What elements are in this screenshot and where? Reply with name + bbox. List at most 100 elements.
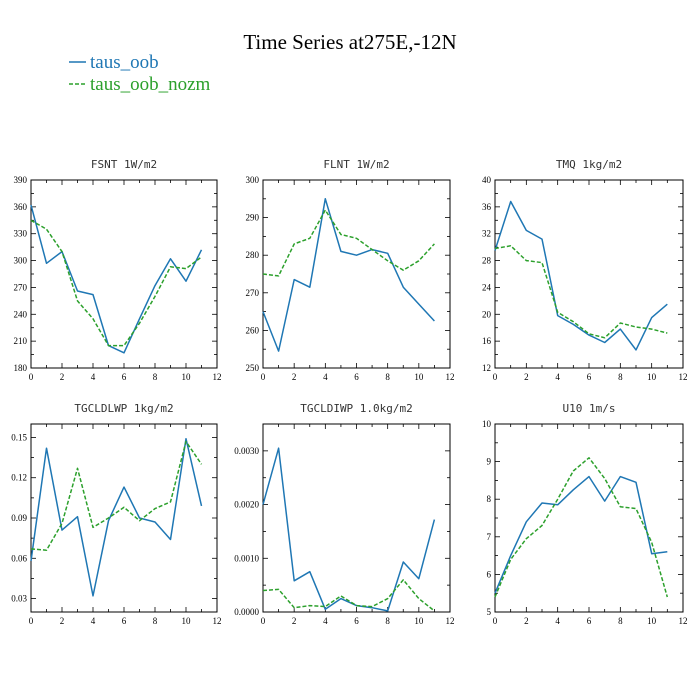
x-tick-label: 6	[122, 372, 127, 382]
x-tick-label: 2	[524, 372, 529, 382]
y-tick-label: 0.09	[11, 513, 27, 523]
panel-title: FLNT 1W/m2	[323, 158, 389, 171]
plot-frame	[494, 423, 684, 613]
x-tick-label: 10	[414, 372, 424, 382]
x-tick-label: 2	[60, 372, 65, 382]
y-tick-label: 0.03	[11, 594, 27, 604]
plot-frame	[262, 179, 451, 369]
panel-title: TGCLDLWP 1kg/m2	[74, 402, 173, 415]
series-line-taus-oob-nozm	[494, 245, 668, 339]
x-tick-label: 2	[292, 372, 297, 382]
x-tick-label: 8	[385, 616, 390, 626]
x-tick-label: 12	[446, 616, 455, 626]
x-tick-label: 6	[587, 372, 592, 382]
x-tick-label: 4	[555, 372, 560, 382]
x-tick-label: 10	[182, 616, 192, 626]
y-tick-label: 0.12	[11, 473, 27, 483]
y-tick-label: 5	[487, 607, 492, 617]
legend-entry: taus_oob	[69, 52, 159, 73]
y-tick-label: 0.15	[11, 432, 27, 442]
chart-panel: FLNT 1W/m2 0 2 4 6 8 10 12 250 260 270 280 290 300	[246, 158, 455, 382]
x-tick-label: 4	[323, 372, 328, 382]
x-tick-label: 6	[122, 616, 127, 626]
y-tick-label: 10	[482, 419, 492, 429]
y-tick-label: 240	[14, 309, 28, 319]
x-tick-label: 0	[261, 372, 266, 382]
x-tick-label: 10	[182, 372, 192, 382]
chart-panel: TGCLDIWP 1.0kg/m2 0 2 4 6 8 10 12 0.0000 0.0010 0.…	[234, 402, 454, 626]
y-tick-label: 390	[14, 175, 28, 185]
legend-entry: taus_oob_nozm	[69, 74, 211, 95]
x-tick-label: 6	[354, 372, 359, 382]
x-tick-label: 0	[261, 616, 266, 626]
series-line-taus-oob	[30, 204, 203, 354]
plot-frame	[494, 179, 684, 369]
x-tick-label: 12	[213, 372, 222, 382]
y-tick-label: 0.0020	[234, 500, 259, 510]
panel-title: U10 1m/s	[563, 402, 616, 415]
x-tick-label: 8	[385, 372, 390, 382]
series-line-taus-oob	[262, 198, 435, 352]
chart-panel: FSNT 1W/m2 0 2 4 6 8 10 12 180 210 240 270 300 330 360…	[14, 158, 222, 382]
panel-title: TMQ 1kg/m2	[556, 158, 622, 171]
series-line-taus-oob	[262, 447, 436, 612]
x-tick-label: 12	[213, 616, 222, 626]
x-tick-label: 4	[323, 616, 328, 626]
x-tick-label: 12	[446, 372, 455, 382]
x-tick-label: 2	[524, 616, 529, 626]
y-tick-label: 290	[246, 213, 260, 223]
x-tick-label: 0	[493, 372, 498, 382]
y-tick-label: 250	[246, 363, 260, 373]
x-tick-label: 4	[91, 372, 96, 382]
x-tick-label: 10	[647, 372, 657, 382]
x-tick-label: 10	[647, 616, 657, 626]
legend-label: taus_oob_nozm	[90, 74, 211, 95]
y-tick-label: 0.0030	[234, 446, 259, 456]
x-tick-label: 6	[587, 616, 592, 626]
x-tick-label: 8	[618, 372, 623, 382]
series-line-taus-oob-nozm	[494, 457, 669, 598]
x-tick-label: 2	[60, 616, 65, 626]
chart-panel: TGCLDLWP 1kg/m2 0 2 4 6 8 10 12 0.03 0.06 0.09 0.12…	[11, 402, 221, 626]
y-tick-label: 28	[482, 256, 492, 266]
y-tick-label: 300	[246, 175, 260, 185]
x-tick-label: 4	[555, 616, 560, 626]
x-tick-label: 0	[29, 372, 34, 382]
y-tick-label: 12	[482, 363, 491, 373]
series-line-taus-oob-nozm	[30, 440, 203, 551]
x-tick-label: 8	[618, 616, 623, 626]
y-tick-label: 20	[482, 309, 492, 319]
y-tick-label: 0.0000	[234, 607, 259, 617]
y-tick-label: 270	[14, 282, 28, 292]
y-tick-label: 270	[246, 288, 260, 298]
figure-title: Time Series at275E,-12N	[243, 30, 456, 54]
series-line-taus-oob	[494, 200, 668, 351]
y-tick-label: 330	[14, 229, 28, 239]
series-line-taus-oob-nozm	[262, 209, 435, 277]
chart-panel: U10 1m/s 0 2 4 6 8 10 12 5 6 7 8 9 10	[482, 402, 688, 626]
x-tick-label: 2	[292, 616, 297, 626]
x-tick-label: 6	[354, 616, 359, 626]
x-tick-label: 4	[91, 616, 96, 626]
y-tick-label: 360	[14, 202, 28, 212]
x-tick-label: 0	[29, 616, 34, 626]
y-tick-label: 0.06	[11, 553, 27, 563]
series-line-taus-oob	[494, 475, 668, 594]
x-tick-label: 12	[679, 372, 688, 382]
y-tick-label: 6	[487, 569, 492, 579]
y-tick-label: 16	[482, 336, 492, 346]
y-tick-label: 8	[487, 494, 492, 504]
x-tick-label: 10	[414, 616, 424, 626]
y-tick-label: 40	[482, 175, 492, 185]
y-tick-label: 0.0010	[234, 553, 259, 563]
x-tick-label: 12	[679, 616, 688, 626]
y-tick-label: 180	[14, 363, 28, 373]
y-tick-label: 32	[482, 229, 491, 239]
x-tick-label: 0	[493, 616, 498, 626]
chart-panels: FSNT 1W/m20 2 4 6 8 10 12180210240270300330360…	[11, 158, 687, 626]
legend-label: taus_oob	[90, 52, 159, 73]
y-tick-label: 24	[482, 282, 492, 292]
series-line-taus-oob-nozm	[262, 579, 435, 612]
